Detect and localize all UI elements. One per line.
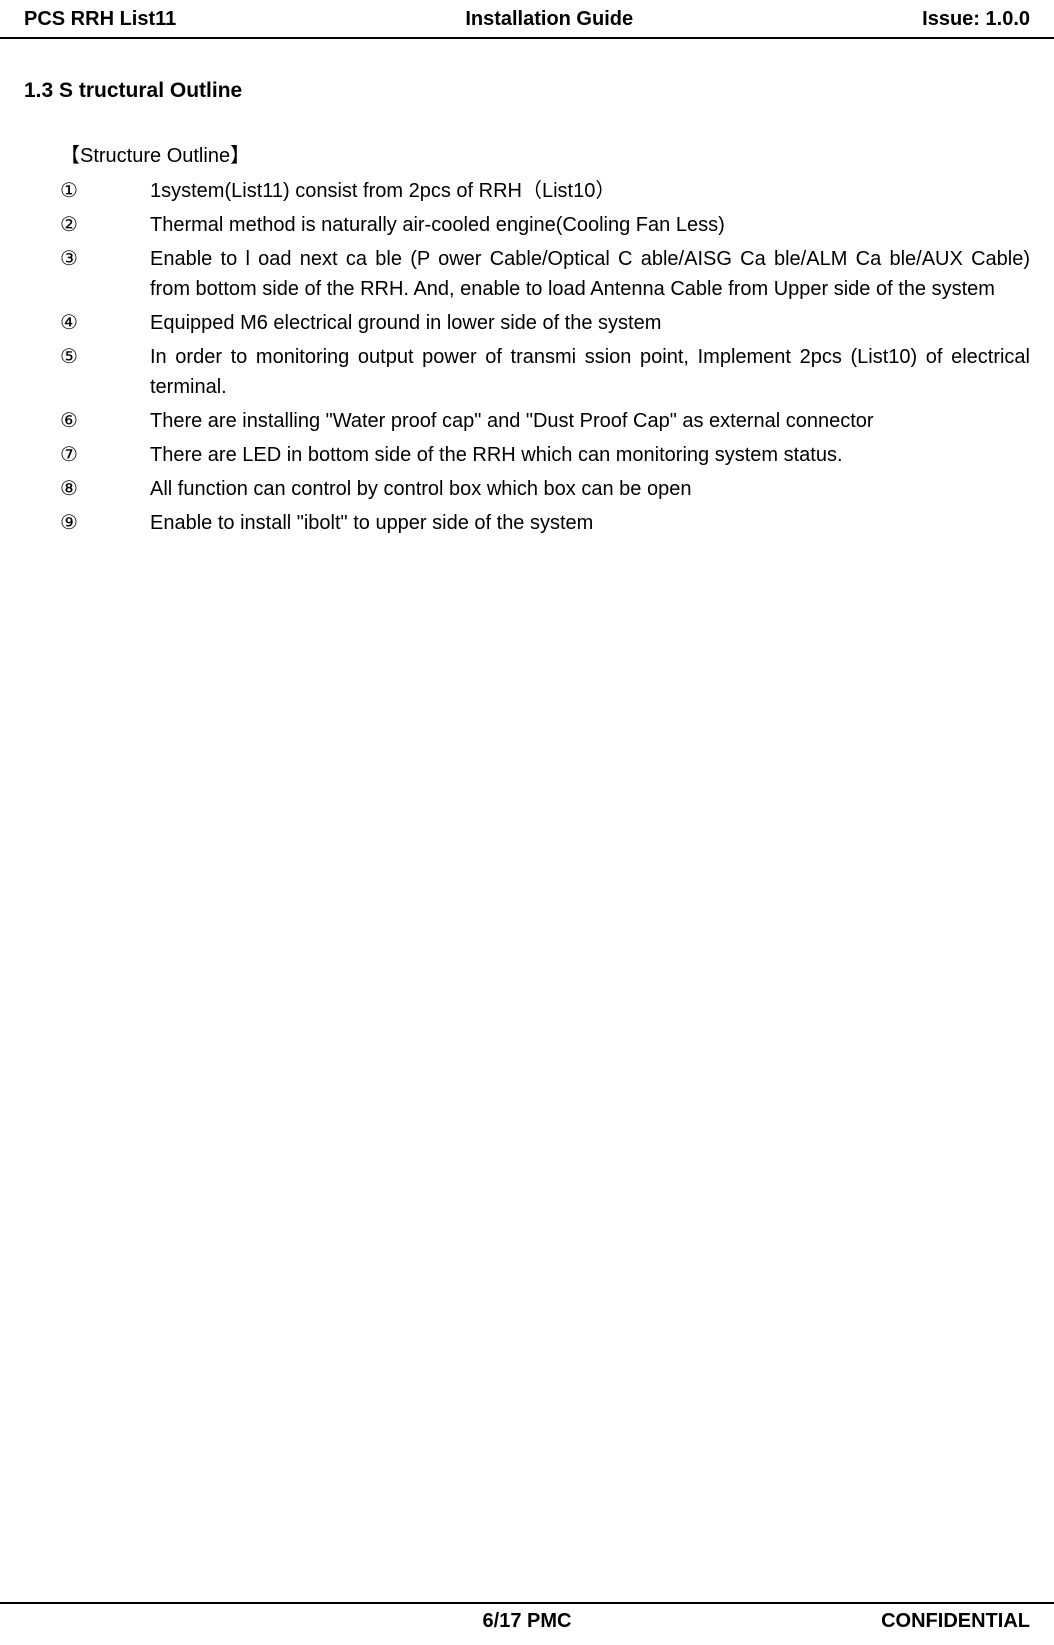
outline-text: Enable to install "ibolt" to upper side …: [150, 508, 1030, 538]
section-heading: 1.3 S tructural Outline: [24, 79, 1030, 103]
header: PCS RRH List11 Installation Guide Issue:…: [0, 0, 1054, 39]
outline-number: ⑧: [60, 474, 150, 504]
outline-text: There are installing "Water proof cap" a…: [150, 406, 1030, 436]
outline-item: ⑨ Enable to install "ibolt" to upper sid…: [60, 508, 1030, 538]
outline-item: ⑤ In order to monitoring output power of…: [60, 342, 1030, 402]
outline-text: All function can control by control box …: [150, 474, 1030, 504]
outline-number: ⑨: [60, 508, 150, 538]
outline-text: Equipped M6 electrical ground in lower s…: [150, 308, 1030, 338]
outline-item: ② Thermal method is naturally air-cooled…: [60, 210, 1030, 240]
content-area: 1.3 S tructural Outline 【Structure Outli…: [0, 39, 1054, 1602]
outline-text: There are LED in bottom side of the RRH …: [150, 440, 1030, 470]
outline-list: ① 1system(List11) consist from 2pcs of R…: [60, 176, 1030, 538]
subsection-heading: 【Structure Outline】: [60, 139, 1030, 168]
header-center: Installation Guide: [176, 8, 922, 31]
outline-item: ③ Enable to l oad next ca ble (P ower Ca…: [60, 244, 1030, 304]
outline-text: 1system(List11) consist from 2pcs of RRH…: [150, 176, 1030, 206]
outline-text: Thermal method is naturally air-cooled e…: [150, 210, 1030, 240]
outline-text: Enable to l oad next ca ble (P ower Cabl…: [150, 244, 1030, 304]
outline-item: ④ Equipped M6 electrical ground in lower…: [60, 308, 1030, 338]
outline-number: ③: [60, 244, 150, 274]
footer-center: 6/17 PMC: [361, 1610, 693, 1633]
outline-item: ⑥ There are installing "Water proof cap"…: [60, 406, 1030, 436]
outline-number: ②: [60, 210, 150, 240]
outline-number: ⑤: [60, 342, 150, 372]
outline-item: ⑦ There are LED in bottom side of the RR…: [60, 440, 1030, 470]
header-left: PCS RRH List11: [24, 8, 176, 31]
page-container: PCS RRH List11 Installation Guide Issue:…: [0, 0, 1054, 1645]
header-right: Issue: 1.0.0: [922, 8, 1030, 31]
outline-number: ④: [60, 308, 150, 338]
outline-item: ⑧ All function can control by control bo…: [60, 474, 1030, 504]
outline-number: ⑦: [60, 440, 150, 470]
footer: 6/17 PMC CONFIDENTIAL: [0, 1602, 1054, 1645]
footer-right: CONFIDENTIAL: [698, 1610, 1030, 1633]
outline-item: ① 1system(List11) consist from 2pcs of R…: [60, 176, 1030, 206]
outline-text: In order to monitoring output power of t…: [150, 342, 1030, 402]
outline-number: ⑥: [60, 406, 150, 436]
outline-number: ①: [60, 176, 150, 206]
